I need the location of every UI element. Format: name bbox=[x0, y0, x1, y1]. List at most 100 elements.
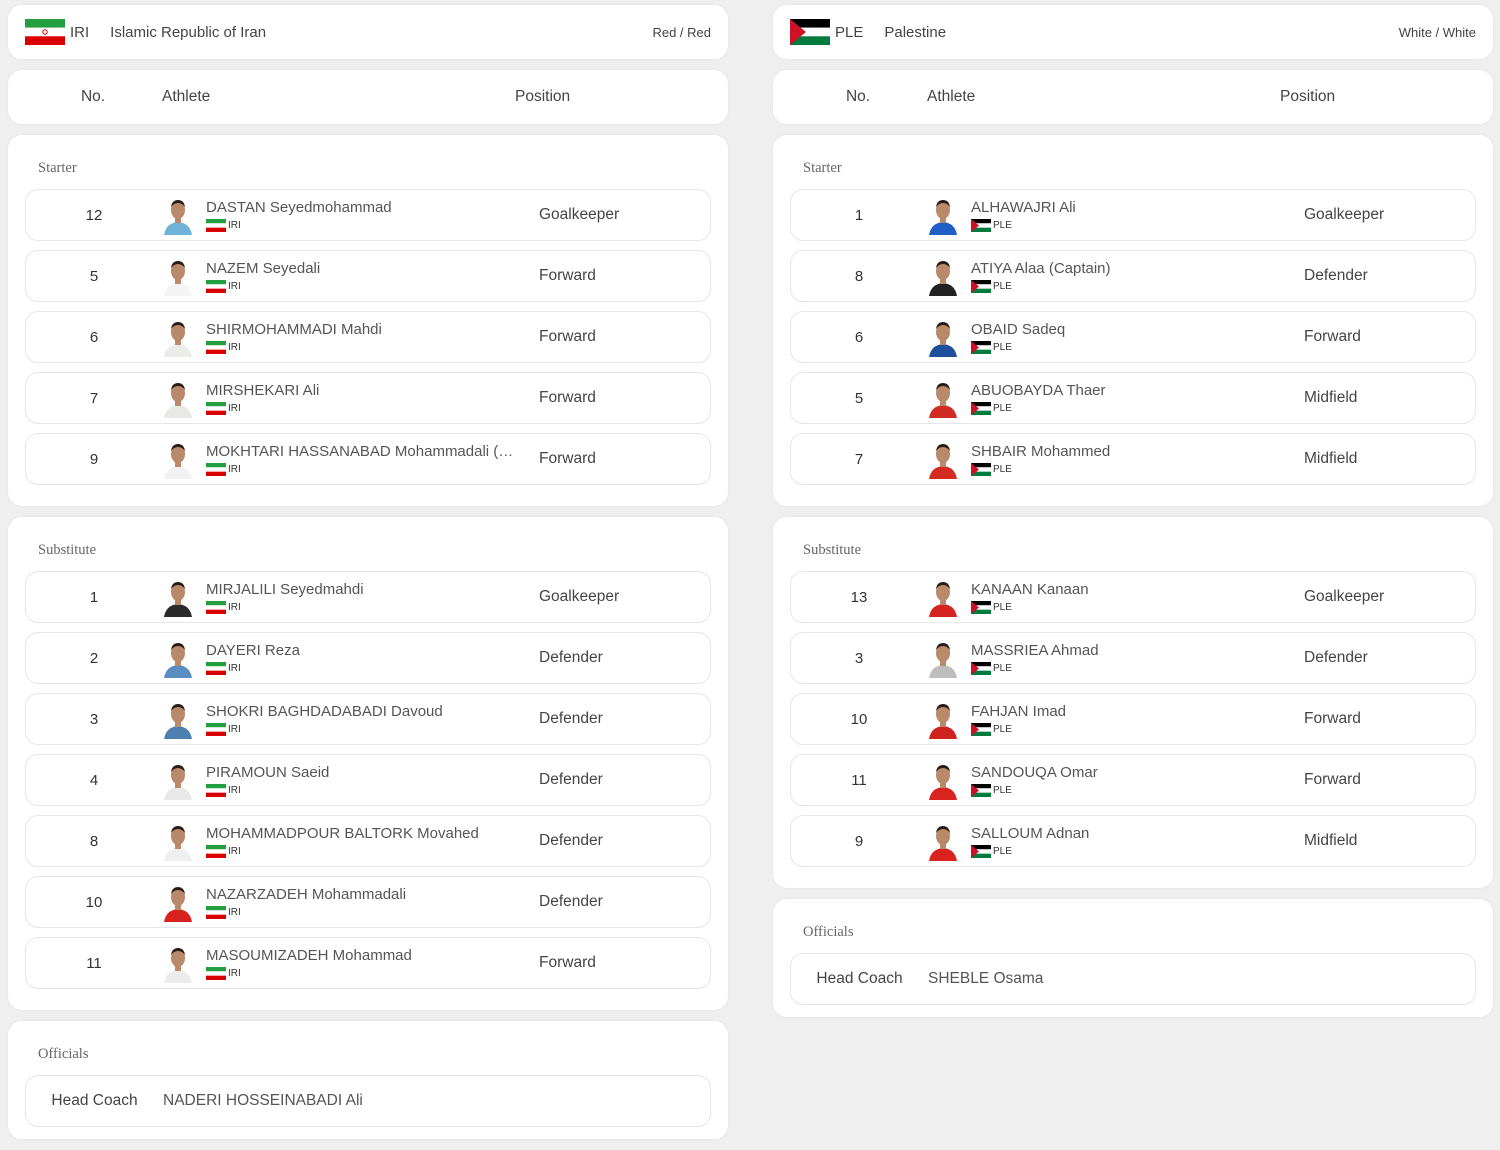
athlete-number: 9 bbox=[89, 450, 99, 468]
athlete-row[interactable]: 12 DASTAN Seyedmohammad IRI Goalkeeper bbox=[25, 189, 711, 241]
nationality-code: IRI bbox=[228, 464, 241, 475]
athlete-number: 7 bbox=[854, 450, 864, 468]
athlete-row[interactable]: 4 PIRAMOUN Saeid IRI Defender bbox=[25, 754, 711, 806]
athlete-position: Forward bbox=[1304, 771, 1361, 788]
iran-flag-icon bbox=[206, 906, 226, 919]
athlete-position: Forward bbox=[1304, 328, 1361, 345]
athlete-name[interactable]: DAYERI Reza bbox=[206, 642, 300, 659]
athlete-name[interactable]: NAZEM Seyedali bbox=[206, 260, 321, 277]
iran-flag-icon bbox=[206, 402, 226, 415]
athlete-row[interactable]: 6 OBAID Sadeq PLE Forward bbox=[790, 311, 1476, 363]
athlete-row[interactable]: 9 SALLOUM Adnan PLE Midfield bbox=[790, 815, 1476, 867]
athlete-photo-icon bbox=[929, 582, 957, 617]
athlete-name[interactable]: MASOUMIZADEH Mohammad bbox=[206, 947, 412, 964]
athlete-row[interactable]: 11 MASOUMIZADEH Mohammad IRI Forward bbox=[25, 937, 711, 989]
athlete-photo-icon bbox=[164, 948, 192, 983]
athlete-row[interactable]: 1 ALHAWAJRI Ali PLE Goalkeeper bbox=[790, 189, 1476, 241]
athlete-name[interactable]: MASSRIEA Ahmad bbox=[971, 642, 1099, 659]
athlete-row[interactable]: 3 SHOKRI BAGHDADABADI Davoud IRI Defender bbox=[25, 693, 711, 745]
athlete-info: MASSRIEA Ahmad PLE bbox=[971, 641, 1286, 675]
athlete-name[interactable]: SALLOUM Adnan bbox=[971, 825, 1090, 842]
athlete-position: Forward bbox=[539, 450, 596, 467]
athlete-info: FAHJAN Imad PLE bbox=[971, 702, 1286, 736]
athlete-nationality: PLE bbox=[971, 280, 1286, 293]
athlete-nationality: IRI bbox=[206, 341, 521, 354]
athlete-number: 3 bbox=[89, 710, 99, 728]
athlete-row[interactable]: 9 MOKHTARI HASSANABAD Mohammadali (Captai… bbox=[25, 433, 711, 485]
athlete-row[interactable]: 13 KANAAN Kanaan PLE Goalkeeper bbox=[790, 571, 1476, 623]
athlete-nationality: IRI bbox=[206, 967, 521, 980]
athlete-cell: PIRAMOUN Saeid IRI bbox=[162, 760, 539, 800]
athlete-row[interactable]: 8 ATIYA Alaa (Captain) PLE Defender bbox=[790, 250, 1476, 302]
athlete-number: 2 bbox=[89, 649, 99, 667]
athlete-position: Defender bbox=[539, 649, 603, 666]
athlete-row[interactable]: 3 MASSRIEA Ahmad PLE Defender bbox=[790, 632, 1476, 684]
athlete-info: SHOKRI BAGHDADABADI Davoud IRI bbox=[206, 702, 521, 736]
athlete-cell: DAYERI Reza IRI bbox=[162, 638, 539, 678]
athlete-row[interactable]: 11 SANDOUQA Omar PLE Forward bbox=[790, 754, 1476, 806]
athlete-name[interactable]: MIRJALILI Seyedmahdi bbox=[206, 581, 364, 598]
palestine-flag-icon bbox=[971, 280, 991, 293]
athlete-number: 8 bbox=[854, 267, 864, 285]
athlete-number: 8 bbox=[89, 832, 99, 850]
official-row[interactable]: Head Coach SHEBLE Osama bbox=[790, 953, 1476, 1005]
iran-flag-icon bbox=[206, 463, 226, 476]
athlete-position: Goalkeeper bbox=[1304, 588, 1385, 605]
athlete-name[interactable]: SHBAIR Mohammed bbox=[971, 443, 1111, 460]
athlete-row[interactable]: 5 NAZEM Seyedali IRI Forward bbox=[25, 250, 711, 302]
athlete-name[interactable]: SHIRMOHAMMADI Mahdi bbox=[206, 321, 382, 338]
nationality-code: PLE bbox=[993, 785, 1012, 796]
section-title: Starter bbox=[38, 160, 77, 176]
athlete-row[interactable]: 6 SHIRMOHAMMADI Mahdi IRI Forward bbox=[25, 311, 711, 363]
team-header: IRI Islamic Republic of Iran Red / Red bbox=[8, 5, 728, 59]
athlete-name[interactable]: MIRSHEKARI Ali bbox=[206, 382, 320, 399]
column-headers: No. Athlete Position bbox=[8, 70, 728, 124]
athlete-name[interactable]: SHOKRI BAGHDADABADI Davoud bbox=[206, 703, 443, 720]
athlete-photo-icon bbox=[929, 643, 957, 678]
athlete-cell: MOKHTARI HASSANABAD Mohammadali (Captain… bbox=[162, 439, 539, 479]
athlete-number: 6 bbox=[89, 328, 99, 346]
athlete-name[interactable]: NAZARZADEH Mohammadali bbox=[206, 886, 407, 903]
athlete-name[interactable]: ABUOBAYDA Thaer bbox=[971, 382, 1106, 399]
athlete-nationality: IRI bbox=[206, 723, 521, 736]
athlete-name[interactable]: SANDOUQA Omar bbox=[971, 764, 1098, 781]
athlete-info: NAZEM Seyedali IRI bbox=[206, 259, 521, 293]
athlete-name[interactable]: DASTAN Seyedmohammad bbox=[206, 199, 392, 216]
iran-flag-icon bbox=[206, 662, 226, 675]
official-row[interactable]: Head Coach NADERI HOSSEINABADI Ali bbox=[25, 1075, 711, 1127]
athlete-row[interactable]: 5 ABUOBAYDA Thaer PLE Midfield bbox=[790, 372, 1476, 424]
athlete-name[interactable]: MOHAMMADPOUR BALTORK Movahed bbox=[206, 825, 479, 842]
athlete-name[interactable]: KANAAN Kanaan bbox=[971, 581, 1089, 598]
palestine-flag-icon bbox=[971, 784, 991, 797]
athlete-name[interactable]: MOKHTARI HASSANABAD Mohammadali (Captain… bbox=[206, 443, 521, 460]
athlete-cell: OBAID Sadeq PLE bbox=[927, 317, 1304, 357]
athlete-number: 13 bbox=[850, 588, 868, 606]
athlete-row[interactable]: 7 SHBAIR Mohammed PLE Midfield bbox=[790, 433, 1476, 485]
column-headers: No. Athlete Position bbox=[773, 70, 1493, 124]
palestine-flag-icon bbox=[971, 219, 991, 232]
athlete-info: DASTAN Seyedmohammad IRI bbox=[206, 198, 521, 232]
athlete-name[interactable]: OBAID Sadeq bbox=[971, 321, 1066, 338]
athlete-name[interactable]: FAHJAN Imad bbox=[971, 703, 1067, 720]
iran-flag-icon bbox=[206, 341, 226, 354]
athlete-row[interactable]: 2 DAYERI Reza IRI Defender bbox=[25, 632, 711, 684]
athlete-row[interactable]: 1 MIRJALILI Seyedmahdi IRI Goalkeeper bbox=[25, 571, 711, 623]
athlete-info: MASOUMIZADEH Mohammad IRI bbox=[206, 946, 521, 980]
athlete-name[interactable]: PIRAMOUN Saeid bbox=[206, 764, 330, 781]
athlete-row[interactable]: 10 FAHJAN Imad PLE Forward bbox=[790, 693, 1476, 745]
header-athlete: Athlete bbox=[162, 88, 211, 105]
athlete-row[interactable]: 8 MOHAMMADPOUR BALTORK Movahed IRI Defender bbox=[25, 815, 711, 867]
athlete-row[interactable]: 10 NAZARZADEH Mohammadali IRI Defender bbox=[25, 876, 711, 928]
nationality-code: PLE bbox=[993, 663, 1012, 674]
nationality-code: PLE bbox=[993, 846, 1012, 857]
athlete-info: ABUOBAYDA Thaer PLE bbox=[971, 381, 1286, 415]
athlete-name[interactable]: ATIYA Alaa (Captain) bbox=[971, 260, 1111, 277]
athlete-cell: ALHAWAJRI Ali PLE bbox=[927, 195, 1304, 235]
athlete-nationality: PLE bbox=[971, 402, 1286, 415]
palestine-flag-icon bbox=[971, 601, 991, 614]
athlete-cell: ATIYA Alaa (Captain) PLE bbox=[927, 256, 1304, 296]
athlete-row[interactable]: 7 MIRSHEKARI Ali IRI Forward bbox=[25, 372, 711, 424]
athlete-cell: NAZARZADEH Mohammadali IRI bbox=[162, 882, 539, 922]
officials-section: Officials Head Coach NADERI HOSSEINABADI… bbox=[8, 1021, 728, 1139]
athlete-name[interactable]: ALHAWAJRI Ali bbox=[971, 199, 1076, 216]
